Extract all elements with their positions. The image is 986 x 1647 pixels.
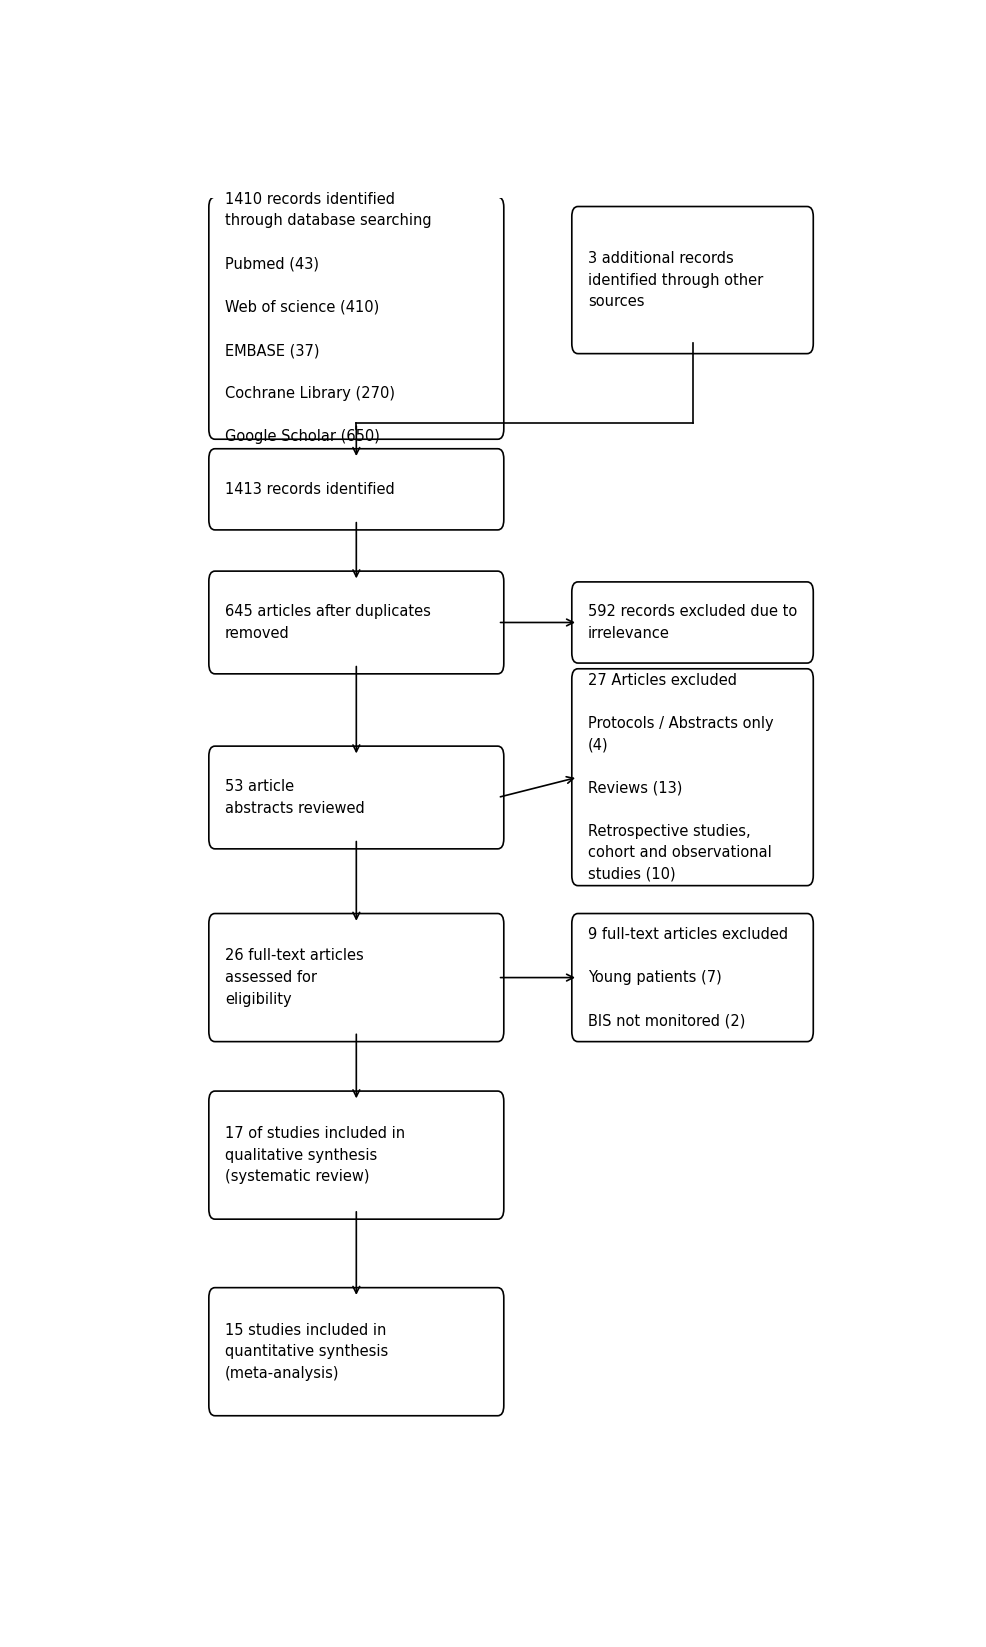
FancyBboxPatch shape bbox=[572, 206, 813, 354]
FancyBboxPatch shape bbox=[572, 669, 813, 886]
FancyBboxPatch shape bbox=[209, 1288, 504, 1416]
FancyBboxPatch shape bbox=[209, 572, 504, 674]
FancyBboxPatch shape bbox=[572, 914, 813, 1041]
Text: 15 studies included in
quantitative synthesis
(meta-analysis): 15 studies included in quantitative synt… bbox=[225, 1323, 388, 1380]
Text: 1410 records identified
through database searching

Pubmed (43)

Web of science : 1410 records identified through database… bbox=[225, 191, 432, 445]
Text: 592 records excluded due to
irrelevance: 592 records excluded due to irrelevance bbox=[588, 604, 797, 641]
Text: 645 articles after duplicates
removed: 645 articles after duplicates removed bbox=[225, 604, 431, 641]
FancyBboxPatch shape bbox=[572, 581, 813, 664]
Text: 1413 records identified: 1413 records identified bbox=[225, 483, 394, 497]
FancyBboxPatch shape bbox=[209, 746, 504, 848]
Text: 53 article
abstracts reviewed: 53 article abstracts reviewed bbox=[225, 779, 365, 815]
Text: 26 full-text articles
assessed for
eligibility: 26 full-text articles assessed for eligi… bbox=[225, 949, 364, 1006]
Text: 3 additional records
identified through other
sources: 3 additional records identified through … bbox=[588, 250, 763, 310]
FancyBboxPatch shape bbox=[209, 914, 504, 1041]
Text: 17 of studies included in
qualitative synthesis
(systematic review): 17 of studies included in qualitative sy… bbox=[225, 1127, 405, 1184]
FancyBboxPatch shape bbox=[209, 1090, 504, 1219]
FancyBboxPatch shape bbox=[209, 448, 504, 530]
Text: 9 full-text articles excluded

Young patients (7)

BIS not monitored (2): 9 full-text articles excluded Young pati… bbox=[588, 927, 788, 1028]
FancyBboxPatch shape bbox=[209, 198, 504, 440]
Text: 27 Articles excluded

Protocols / Abstracts only
(4)

Reviews (13)

Retrospectiv: 27 Articles excluded Protocols / Abstrac… bbox=[588, 672, 773, 881]
